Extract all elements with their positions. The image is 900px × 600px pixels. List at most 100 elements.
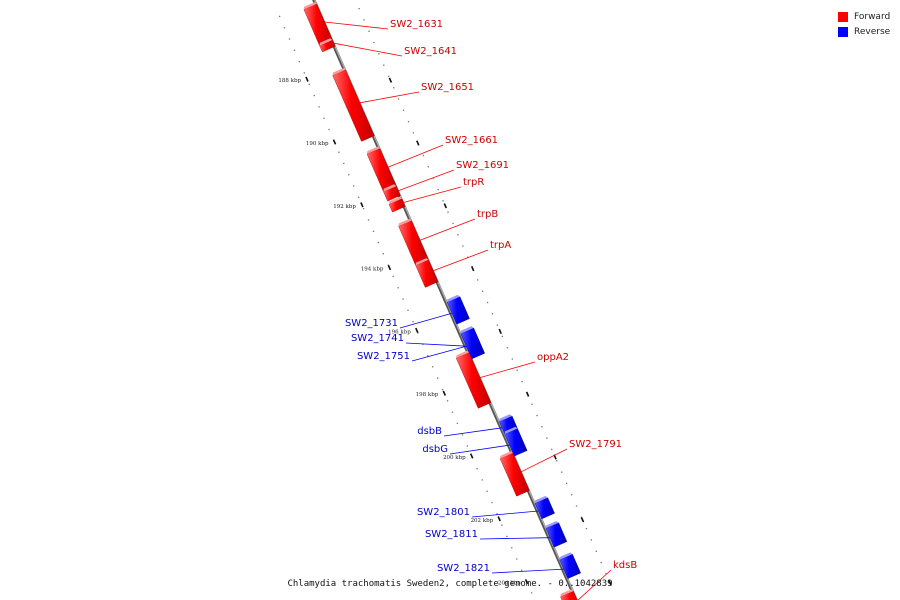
scale-dot (452, 222, 454, 225)
gene-label[interactable]: SW2_1631 (390, 19, 443, 30)
scale-dot (338, 151, 340, 153)
scale-dot (575, 505, 578, 507)
tick-label: 190 kbp (306, 141, 329, 147)
scale-dot (481, 479, 483, 481)
gene-label[interactable]: trpR (463, 177, 484, 188)
scale-dot (392, 86, 395, 89)
gene-label[interactable]: oppA2 (537, 352, 569, 363)
gene-body[interactable] (383, 185, 401, 202)
tick-label: 200 kbp (443, 455, 466, 461)
gene-leader-line (405, 342, 467, 347)
scale-dot (363, 19, 365, 21)
gene-body[interactable] (366, 148, 397, 192)
gene-cap (415, 258, 429, 266)
scale-dot (506, 535, 508, 538)
gene-cap (319, 38, 333, 46)
gene-kdsB[interactable] (560, 589, 582, 600)
gene-SW2_1791[interactable] (499, 451, 530, 497)
scale-dot (520, 569, 523, 572)
scale-dot (446, 400, 449, 402)
gene-SW2_1801[interactable] (534, 495, 555, 520)
gene-body[interactable] (446, 296, 470, 325)
gene-body[interactable] (388, 198, 406, 213)
gene-leader-line (433, 249, 489, 272)
gene-trpA[interactable] (415, 258, 439, 288)
scale-dot (308, 83, 310, 85)
gene-label[interactable]: SW2_1821 (437, 563, 490, 574)
gene-dsbG[interactable] (504, 426, 528, 457)
scale-dot (506, 346, 509, 349)
gene-label[interactable]: dsbB (417, 426, 442, 437)
forward-swatch (838, 11, 848, 22)
gene-trpB[interactable] (398, 218, 429, 266)
scale-dot (318, 106, 320, 108)
gene-leader-line (399, 312, 453, 329)
scale-dot (486, 301, 489, 304)
scale-dot (536, 414, 538, 417)
scale-dot (476, 467, 478, 470)
gene-label[interactable]: kdsB (613, 560, 637, 571)
scale-dot (431, 366, 434, 368)
scale-dot (555, 459, 558, 462)
gene-SW2_1661[interactable] (366, 146, 397, 192)
gene-SW2_1811[interactable] (545, 521, 568, 548)
tick-mark (497, 516, 501, 522)
gene-label[interactable]: trpA (490, 240, 511, 251)
genes (303, 2, 582, 600)
scale-dot (382, 253, 385, 255)
gene-SW2_1821[interactable] (559, 552, 581, 579)
gene-SW2_1641[interactable] (319, 38, 336, 53)
scale-dot (303, 72, 306, 74)
gene-body[interactable] (398, 220, 429, 266)
scale-dot (383, 64, 385, 66)
gene-trpR[interactable] (388, 196, 406, 213)
scale-dot (441, 388, 444, 391)
tick-label: 192 kbp (333, 204, 356, 210)
gene-label[interactable]: SW2_1751 (357, 351, 410, 362)
legend-reverse-label: Reverse (854, 26, 891, 37)
gene-body[interactable] (504, 428, 528, 457)
gene-body[interactable] (455, 352, 492, 409)
scale-dot (560, 471, 563, 473)
scale-dot (407, 309, 409, 312)
tick-mark (469, 453, 474, 459)
gene-body[interactable] (559, 553, 581, 579)
gene-label[interactable]: SW2_1731 (345, 318, 398, 329)
gene-leader-line (471, 510, 539, 518)
gene-SW2_1651[interactable] (332, 68, 375, 142)
gene-label[interactable]: SW2_1811 (425, 529, 478, 540)
gene-body[interactable] (499, 452, 530, 497)
gene-SW2_1731[interactable] (446, 294, 470, 325)
tick-label: 204 kbp (498, 581, 521, 587)
tick-mark (387, 264, 392, 271)
scale-dot (501, 335, 504, 338)
gene-oppA2[interactable] (455, 350, 492, 409)
gene-label[interactable]: SW2_1651 (421, 82, 474, 93)
tick-mark (442, 390, 447, 396)
scale-dot (397, 98, 400, 100)
gene-cap (560, 589, 574, 597)
gene-label[interactable]: SW2_1741 (351, 333, 404, 344)
tick-label: 194 kbp (361, 267, 384, 273)
scale-dot (387, 75, 390, 78)
gene-leader-line (398, 169, 455, 192)
gene-label[interactable]: SW2_1691 (456, 160, 509, 171)
gene-body[interactable] (319, 39, 336, 53)
gene-label[interactable]: dsbG (422, 444, 448, 455)
scale-dot (476, 279, 479, 281)
tick-mark (524, 578, 529, 585)
gene-body[interactable] (560, 590, 582, 600)
gene-SW2_1691[interactable] (383, 184, 401, 202)
gene-label[interactable]: SW2_1641 (404, 46, 457, 57)
genome-caption: Chlamydia trachomatis Sweden2, complete … (287, 579, 613, 589)
gene-cap (383, 184, 397, 192)
gene-body[interactable] (332, 69, 375, 142)
gene-label[interactable]: SW2_1801 (417, 507, 470, 518)
gene-SW2_1751[interactable] (460, 326, 485, 360)
gene-cap (389, 196, 402, 205)
gene-label[interactable]: trpB (477, 209, 498, 220)
tick-mark (388, 77, 393, 83)
gene-label[interactable]: SW2_1661 (445, 135, 498, 146)
gene-label[interactable]: SW2_1791 (569, 439, 622, 450)
gene-body[interactable] (460, 327, 485, 360)
